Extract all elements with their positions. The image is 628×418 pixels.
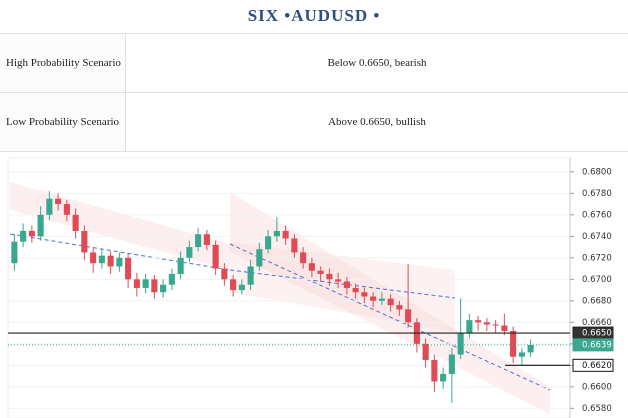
candle-body — [46, 198, 53, 215]
candle-body — [475, 320, 482, 323]
candle-body — [37, 214, 44, 237]
candle-body — [221, 268, 228, 280]
price-label-box — [572, 338, 614, 352]
candle-body — [510, 330, 517, 357]
y-tick-label: 0.6580 — [582, 404, 612, 414]
candle-body — [440, 373, 447, 382]
y-tick-label: 0.6720 — [582, 253, 612, 263]
table-row: Low Probability Scenario Above 0.6650, b… — [0, 92, 628, 152]
price-label-box — [572, 358, 614, 372]
y-tick-label: 0.6680 — [582, 296, 612, 306]
candle-body — [335, 279, 342, 282]
trend-line — [229, 243, 551, 391]
price-label: 0.6639 — [582, 340, 612, 350]
candle-body — [282, 230, 289, 239]
candle-body — [195, 234, 202, 248]
channel — [230, 242, 455, 332]
candle-body — [326, 273, 333, 280]
candle-body — [396, 305, 403, 310]
candle-body — [273, 230, 280, 237]
candle-body — [370, 296, 377, 301]
candle-body — [483, 322, 490, 325]
candle-body — [125, 257, 132, 280]
candle-body — [527, 344, 534, 353]
plot-area — [7, 157, 571, 418]
candle-body — [265, 236, 272, 250]
candle-body — [212, 244, 219, 269]
candle-body — [133, 279, 140, 288]
candle-body — [405, 309, 412, 323]
candle-body — [343, 281, 350, 288]
candle-body — [116, 257, 123, 267]
candle-body — [142, 279, 149, 288]
candle-body — [203, 234, 210, 245]
candle-body — [11, 241, 18, 264]
candle-body — [492, 324, 499, 326]
candle-body — [160, 284, 167, 293]
candle-body — [230, 279, 237, 291]
y-tick-label: 0.6760 — [582, 210, 612, 220]
y-tick-label: 0.6780 — [582, 189, 612, 199]
candle-body — [501, 325, 508, 331]
candle-body — [457, 333, 464, 355]
candle-body — [448, 354, 455, 374]
page-title: SIX •AUDUSD • — [247, 6, 381, 25]
trend-line — [9, 233, 231, 271]
table-row: High Probability Scenario Below 0.6650, … — [0, 33, 628, 93]
candle-body — [186, 247, 193, 258]
candle-body — [55, 198, 62, 205]
price-chart: 0.65800.66000.66200.66400.66600.66800.67… — [7, 157, 614, 418]
candle-body — [256, 249, 263, 267]
candle-body — [422, 343, 429, 360]
candle-body — [63, 204, 70, 215]
candle-body — [90, 252, 97, 264]
y-tick-label: 0.6660 — [582, 318, 612, 328]
y-tick-label: 0.6600 — [582, 382, 612, 392]
candle-body — [177, 257, 184, 274]
candle-body — [378, 298, 385, 301]
candle-body — [300, 252, 307, 264]
candle-body — [20, 230, 27, 242]
candle-body — [466, 320, 473, 334]
candle-body — [151, 279, 158, 293]
candle-body — [308, 263, 315, 271]
row-value: Below 0.6650, bearish — [125, 33, 628, 93]
candle-body — [168, 273, 175, 285]
candle-body — [238, 284, 245, 291]
candle-body — [247, 266, 254, 285]
y-tick-label: 0.6740 — [582, 232, 612, 242]
scenario-table: High Probability Scenario Below 0.6650, … — [0, 33, 628, 152]
candle-body — [518, 352, 525, 357]
candle-body — [81, 230, 88, 253]
channel — [10, 182, 230, 270]
row-value: Above 0.6650, bullish — [125, 92, 628, 152]
row-label: Low Probability Scenario — [0, 92, 126, 152]
candle-body — [72, 214, 79, 231]
candle-body — [431, 359, 438, 382]
candle-body — [107, 255, 114, 267]
candle-body — [361, 292, 368, 297]
row-label: High Probability Scenario — [0, 33, 126, 93]
price-label: 0.6620 — [582, 361, 612, 371]
candle-body — [291, 238, 298, 253]
candle-body — [387, 298, 394, 306]
candle-body — [98, 255, 105, 264]
y-tick-label: 0.6800 — [582, 167, 612, 177]
candle-body — [317, 270, 324, 274]
candle-body — [28, 230, 35, 237]
candle-body — [352, 287, 359, 293]
y-tick-label: 0.6700 — [582, 275, 612, 285]
price-label: 0.6650 — [582, 329, 612, 339]
trend-line — [229, 269, 456, 299]
